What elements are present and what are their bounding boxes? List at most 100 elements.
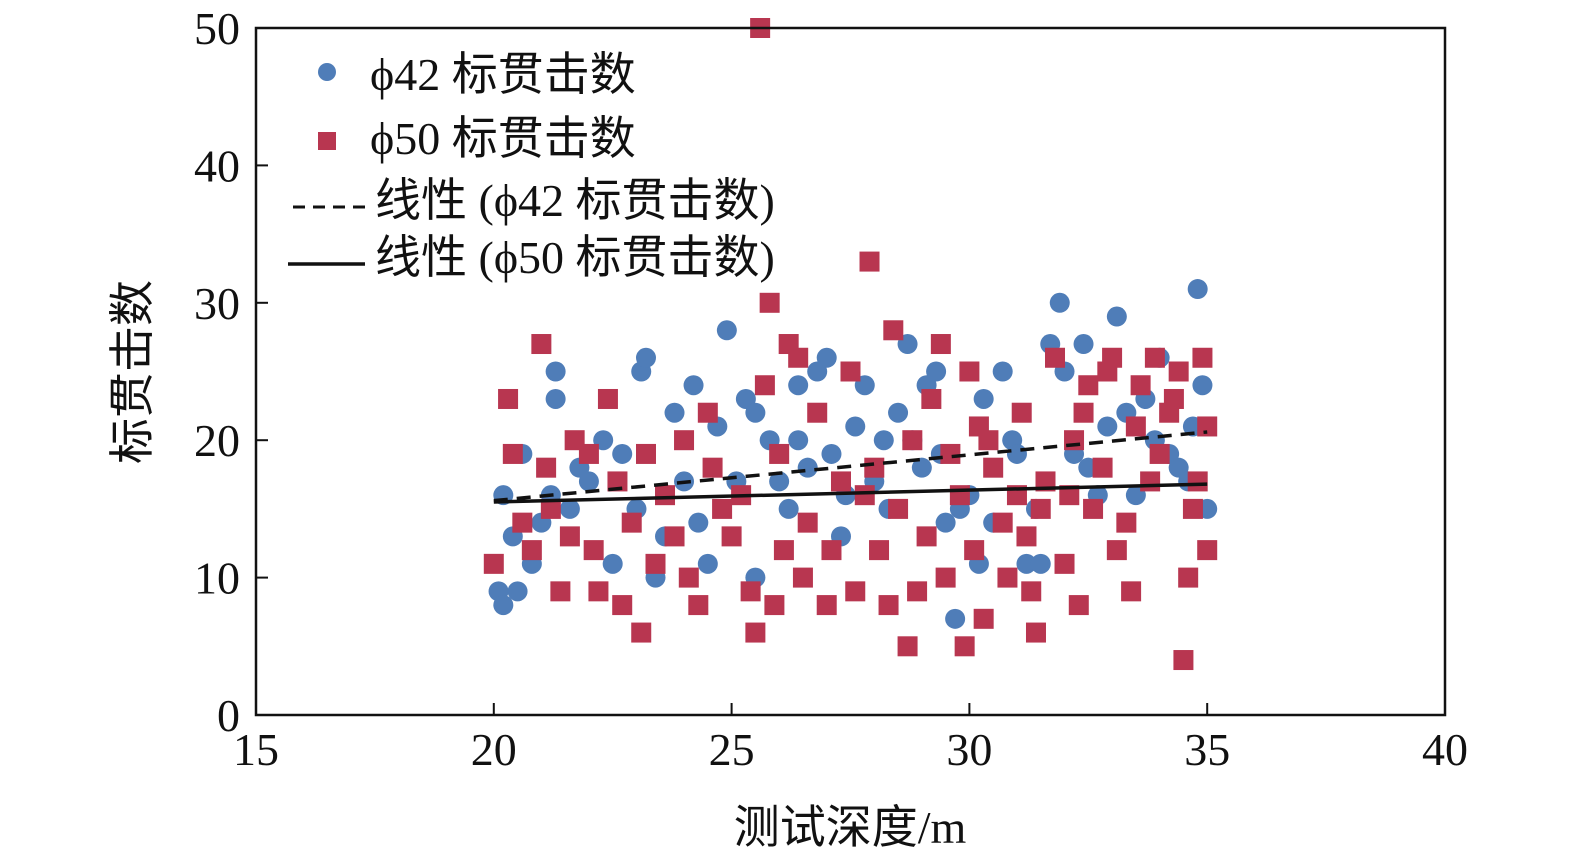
x-tick-label: 20 [471,724,517,775]
phi50-point [688,595,709,616]
phi42-point [973,388,994,409]
phi50-point [1121,581,1142,602]
phi42-point [911,457,932,478]
phi50-point [902,430,923,451]
phi50-point [1197,540,1218,561]
phi50-point [1059,485,1080,506]
phi50-point [702,457,723,478]
plot-frame [254,26,1447,717]
phi50-point [1054,553,1075,574]
phi50-point [745,622,766,643]
phi50-point [759,292,780,313]
phi50-trendline [493,482,1208,504]
phi50-point [607,471,628,492]
phi50-point [1068,595,1089,616]
legend-label-phi50-trend: 线性 (ϕ50 标贯击数) [375,232,775,283]
phi42-point [683,375,704,396]
phi50-point [740,581,761,602]
phi42-point [1097,416,1118,437]
phi42-trendline [493,430,1208,503]
phi50-point [1073,402,1094,423]
legend-label-phi42-trend: 线性 (ϕ42 标贯击数) [375,175,775,226]
legend-label-phi42: ϕ42 标贯击数 [370,49,636,100]
phi50-point [797,512,818,533]
phi50-point [1168,361,1189,382]
phi42-point [816,347,837,368]
phi50-point [964,540,985,561]
phi50-point [498,388,519,409]
phi42-point [507,581,528,602]
y-tick-label: 30 [194,278,240,329]
phi50-point [583,540,604,561]
phi50-point [559,526,580,547]
phi42-point [745,402,766,423]
phi50-point [1125,416,1146,437]
phi50-point [1097,361,1118,382]
phi50-point [978,430,999,451]
phi50-point [1140,471,1161,492]
phi50-point [1016,526,1037,547]
phi50-point [983,457,1004,478]
y-tick-label: 50 [194,3,240,54]
phi50-point [588,581,609,602]
phi50-point [1192,347,1213,368]
phi50-point [921,388,942,409]
phi42-point [821,443,842,464]
phi50-point [764,595,785,616]
phi50-point [821,540,842,561]
phi50-point [935,567,956,588]
x-tick-label: 30 [946,724,992,775]
phi50-point [773,540,794,561]
phi50-point [859,251,880,272]
y-tick-label: 40 [194,140,240,191]
phi42-point [559,498,580,519]
y-tick-label: 20 [194,415,240,466]
phi50-point [712,498,733,519]
phi50-point [612,595,633,616]
phi50-point [930,334,951,355]
phi42-point [1049,292,1070,313]
phi50-point [845,581,866,602]
phi42-point [797,457,818,478]
phi50-point [792,567,813,588]
phi50-point [597,388,618,409]
phi42-point [545,361,566,382]
ticks-layer: 15 20 25 30 35 40 0 10 20 30 40 50 [194,3,1468,775]
phi50-point [854,485,875,506]
phi50-point [664,526,685,547]
phi42-point [888,402,909,423]
phi50-point [697,402,718,423]
y-tick-label: 10 [194,553,240,604]
phi42-point [945,608,966,629]
phi50-point [674,430,695,451]
phi50-point [769,443,790,464]
phi50-point [621,512,642,533]
phi50-point [949,485,970,506]
phi42-point [1192,375,1213,396]
phi42-point [769,471,790,492]
phi50-point [536,457,557,478]
phi42-point [1106,306,1127,327]
phi50-point [816,595,837,616]
phi50-point [940,443,961,464]
phi42-point [635,347,656,368]
phi50-point [1178,567,1199,588]
phi50-point [840,361,861,382]
phi50-point [788,347,809,368]
phi50-point [1182,498,1203,519]
phi50-point [830,471,851,492]
phi42-point [1030,553,1051,574]
phi50-point [512,512,533,533]
phi50-point [1045,347,1066,368]
x-tick-label: 15 [233,724,279,775]
x-axis-label: 测试深度/m [734,802,967,853]
phi42-point [1006,443,1027,464]
phi50-point [531,334,552,355]
x-tick-label: 40 [1422,724,1468,775]
phi42-point [697,553,718,574]
trend-layer [493,430,1208,504]
phi50-point [992,512,1013,533]
phi50-point [907,581,928,602]
phi50-point [897,636,918,657]
